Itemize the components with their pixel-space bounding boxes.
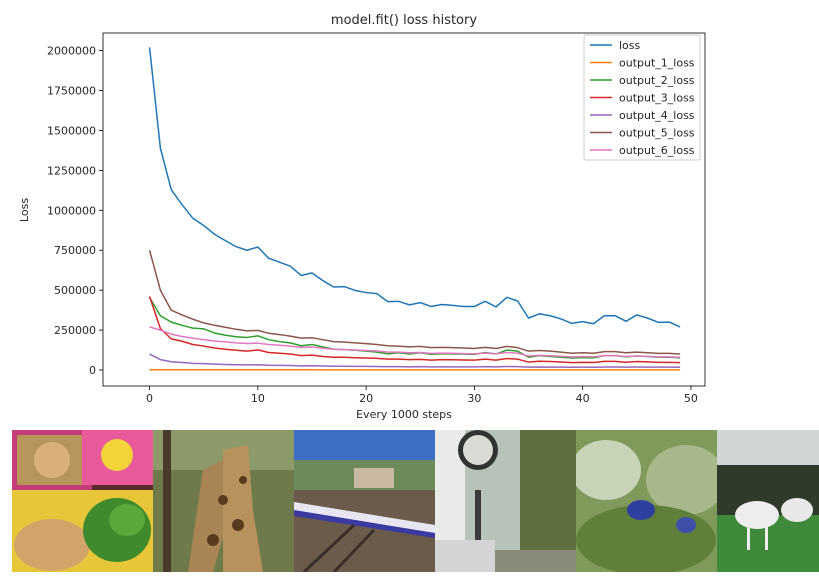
legend-label-output-4-loss: output_4_loss bbox=[619, 109, 695, 122]
series-line-output-4-loss bbox=[149, 353, 681, 368]
legend-label-output-2-loss: output_2_loss bbox=[619, 74, 695, 87]
legend: loss output_1_loss output_2_loss output_3_l… bbox=[583, 34, 701, 161]
series-line-output-2-loss bbox=[148, 296, 681, 359]
thumbnail-train bbox=[294, 430, 435, 572]
y-tick-label: 0 bbox=[89, 364, 96, 377]
legend-items: loss output_1_loss output_2_loss output_3_l… bbox=[590, 39, 695, 157]
legend-label-output-3-loss: output_3_loss bbox=[619, 92, 695, 105]
legend-box bbox=[583, 34, 701, 161]
loss-chart-svg: 0 10 20 30 40 50 0 250000 500000 750000 1000000 12… bbox=[18, 13, 706, 421]
legend-label-output-5-loss: output_5_loss bbox=[619, 127, 695, 140]
y-tick-label: 2000000 bbox=[47, 45, 96, 58]
y-axis-label: Loss bbox=[18, 198, 31, 222]
train-image bbox=[294, 430, 435, 572]
series-line-output-5-loss bbox=[148, 250, 681, 355]
garden-image bbox=[576, 430, 717, 572]
thumbnail-street-clock bbox=[435, 430, 576, 572]
series-line-output-6-loss bbox=[149, 326, 681, 358]
giraffes-image bbox=[153, 430, 294, 572]
y-tick-label: 1500000 bbox=[47, 124, 96, 137]
y-tick-label: 750000 bbox=[54, 244, 96, 257]
sample-image-strip bbox=[12, 430, 819, 572]
legend-label-output-6-loss: output_6_loss bbox=[619, 144, 695, 157]
thumbnail-garden bbox=[576, 430, 717, 572]
x-tick-label: 30 bbox=[467, 392, 481, 405]
plot-frame bbox=[102, 32, 706, 387]
x-axis-label: Every 1000 steps bbox=[356, 408, 452, 421]
street-clock-image bbox=[435, 430, 576, 572]
legend-label-output-1-loss: output_1_loss bbox=[619, 57, 695, 70]
y-axis: 0 250000 500000 750000 1000000 1250000 1500000… bbox=[47, 45, 103, 377]
loss-chart: 0 10 20 30 40 50 0 250000 500000 750000 1000000 12… bbox=[18, 13, 706, 421]
series-line-output-3-loss bbox=[148, 296, 681, 364]
y-tick-label: 250000 bbox=[54, 324, 96, 337]
x-axis: 0 10 20 30 40 50 bbox=[146, 386, 698, 405]
x-tick-label: 20 bbox=[359, 392, 373, 405]
y-tick-label: 1750000 bbox=[47, 85, 96, 98]
horses-image bbox=[717, 430, 819, 572]
thumbnail-bento-box bbox=[12, 430, 153, 572]
x-tick-label: 0 bbox=[146, 392, 153, 405]
x-tick-label: 40 bbox=[576, 392, 590, 405]
thumbnail-horses bbox=[717, 430, 819, 572]
y-tick-label: 1250000 bbox=[47, 164, 96, 177]
bento-box-image bbox=[12, 430, 153, 572]
x-tick-label: 50 bbox=[684, 392, 698, 405]
series-line-loss bbox=[148, 47, 681, 328]
y-tick-label: 500000 bbox=[54, 284, 96, 297]
legend-label-loss: loss bbox=[619, 39, 641, 52]
x-tick-label: 10 bbox=[251, 392, 265, 405]
thumbnail-giraffes bbox=[153, 430, 294, 572]
chart-title: model.fit() loss history bbox=[331, 13, 477, 28]
y-tick-label: 1000000 bbox=[47, 204, 96, 217]
series-layer bbox=[148, 47, 681, 371]
